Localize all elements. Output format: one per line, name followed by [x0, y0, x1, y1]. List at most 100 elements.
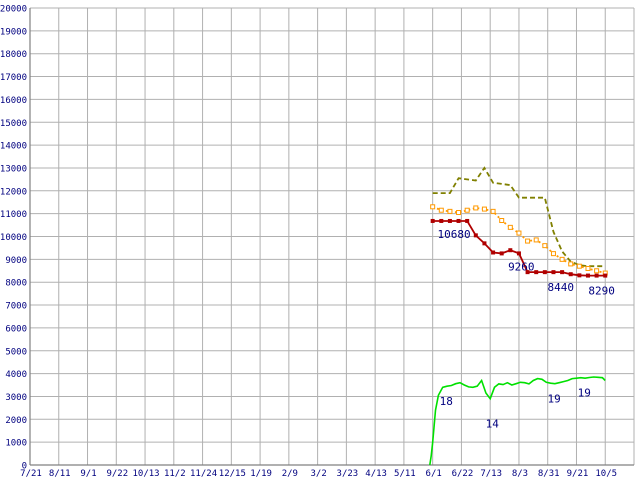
- y-axis-tick-labels: 0 1000 2000 3000 4000 5000 6000 7000 8000 9000 100…: [0, 5, 27, 472]
- y-tick-label: 8000: [5, 279, 27, 289]
- y-tick-label: 13000: [0, 164, 27, 174]
- x-tick-label: 2/9: [282, 469, 298, 479]
- y-tick-label: 19000: [0, 27, 27, 37]
- y-tick-label: 3000: [5, 393, 27, 403]
- data-point-marker: [594, 268, 600, 274]
- data-point-value-label: 19: [547, 393, 560, 406]
- data-point-marker: [568, 261, 574, 267]
- data-point-marker: [585, 273, 590, 278]
- data-point-value-label: 14: [486, 418, 500, 431]
- data-point-value-label: 19: [578, 387, 591, 400]
- x-tick-label: 5/11: [394, 469, 416, 479]
- y-tick-label: 18000: [0, 50, 27, 60]
- data-point-value-label: 8440: [547, 281, 574, 294]
- data-point-value-label: 9260: [508, 260, 534, 273]
- data-point-marker: [490, 208, 496, 214]
- data-point-marker: [447, 208, 453, 214]
- data-point-marker: [473, 205, 479, 211]
- y-tick-label: 12000: [0, 187, 27, 197]
- y-tick-label: 7000: [5, 302, 27, 312]
- data-point-marker: [456, 210, 462, 216]
- data-point-marker: [551, 270, 556, 275]
- x-tick-label: 11/2: [164, 469, 186, 479]
- data-point-marker: [585, 265, 591, 271]
- x-tick-label: 9/21: [567, 469, 589, 479]
- data-point-marker: [482, 241, 487, 246]
- x-tick-label: 4/13: [365, 469, 387, 479]
- x-tick-label: 6/1: [426, 469, 442, 479]
- axes: [29, 8, 634, 466]
- x-tick-label: 8/3: [512, 469, 528, 479]
- x-tick-label: 10/5: [595, 469, 617, 479]
- x-tick-label: 8/11: [49, 469, 71, 479]
- x-tick-label: 6/22: [452, 469, 474, 479]
- data-point-marker: [464, 207, 470, 213]
- x-tick-label: 10/13: [133, 469, 160, 479]
- x-tick-label: 3/2: [310, 469, 326, 479]
- data-point-marker: [542, 270, 547, 275]
- data-point-marker: [508, 248, 513, 253]
- y-tick-label: 5000: [5, 347, 27, 357]
- data-point-marker: [507, 224, 513, 230]
- x-tick-label: 7/21: [20, 469, 42, 479]
- y-tick-label: 15000: [0, 119, 27, 129]
- data-point-marker: [491, 250, 496, 255]
- y-tick-label: 20000: [0, 5, 27, 15]
- data-point-marker: [438, 207, 444, 213]
- series-line-volume: [429, 376, 606, 466]
- gridlines: [29, 7, 635, 466]
- y-tick-label: 11000: [0, 210, 27, 220]
- y-tick-label: 9000: [5, 256, 27, 266]
- data-point-marker: [499, 218, 505, 224]
- data-point-marker: [439, 218, 444, 223]
- x-tick-label: 11/24: [190, 469, 217, 479]
- data-point-labels: 10680 9260 8440 8290 18 14 19 19: [438, 228, 615, 431]
- x-tick-label: 3/23: [337, 469, 359, 479]
- y-tick-label: 17000: [0, 73, 27, 83]
- x-tick-label: 7/13: [480, 469, 502, 479]
- y-tick-label: 0: [22, 462, 27, 472]
- data-point-value-label: 18: [440, 395, 453, 408]
- data-point-marker: [550, 251, 556, 257]
- data-point-value-label: 10680: [438, 228, 471, 241]
- x-tick-label: 12/15: [219, 469, 246, 479]
- data-point-marker: [525, 238, 531, 244]
- y-tick-label: 2000: [5, 416, 27, 426]
- data-point-marker: [481, 206, 487, 212]
- x-tick-label: 8/31: [538, 469, 560, 479]
- data-point-marker: [525, 270, 530, 275]
- y-tick-label: 6000: [5, 324, 27, 334]
- data-point-marker: [473, 233, 478, 238]
- data-point-marker: [499, 251, 504, 256]
- y-tick-label: 10000: [0, 233, 27, 243]
- data-point-marker: [430, 204, 436, 210]
- data-point-marker: [430, 218, 435, 223]
- data-point-marker: [542, 243, 548, 249]
- x-tick-label: 1/19: [250, 469, 272, 479]
- data-point-marker: [534, 270, 539, 275]
- data-point-marker: [533, 237, 539, 243]
- data-point-marker: [560, 270, 565, 275]
- y-tick-label: 1000: [5, 439, 27, 449]
- y-tick-label: 14000: [0, 142, 27, 152]
- data-point-marker: [516, 251, 521, 256]
- data-point-marker: [559, 256, 565, 262]
- data-point-marker: [516, 230, 522, 236]
- data-point-marker: [568, 272, 573, 277]
- y-tick-label: 4000: [5, 370, 27, 380]
- x-tick-label: 9/22: [106, 469, 128, 479]
- data-point-marker: [577, 273, 582, 278]
- x-tick-label: 9/1: [80, 469, 96, 479]
- data-point-marker: [576, 263, 582, 269]
- series-line-upper-band: [432, 166, 606, 268]
- data-point-marker: [447, 218, 452, 223]
- y-tick-label: 16000: [0, 96, 27, 106]
- data-point-value-label: 8290: [588, 285, 615, 298]
- data-point-marker: [594, 273, 599, 278]
- data-point-marker: [603, 273, 608, 278]
- data-point-marker: [456, 218, 461, 223]
- data-series: [429, 166, 608, 466]
